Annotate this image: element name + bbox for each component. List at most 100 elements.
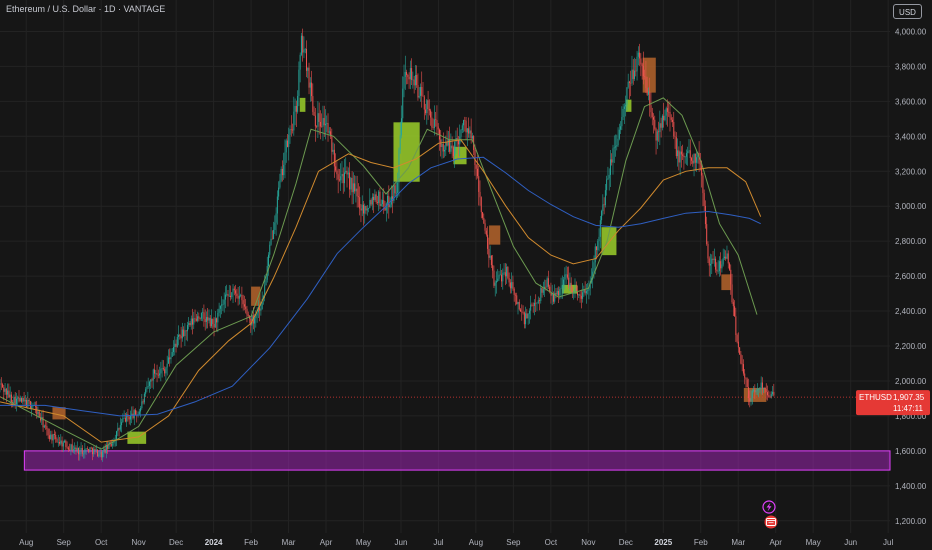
symbol-title: Ethereum / U.S. Dollar · 1D · VANTAGE [6, 4, 166, 14]
candle [635, 58, 637, 77]
candle [157, 369, 159, 379]
candle [212, 318, 214, 329]
candle-body [603, 204, 605, 206]
candle [642, 51, 644, 85]
candle [430, 108, 432, 126]
candle [532, 302, 534, 313]
x-axis[interactable]: Aug Sep Oct Nov Dec 2024 Feb Mar Apr May Jun Jul Aug… [19, 538, 893, 547]
candle-body [588, 288, 590, 291]
candle-body [335, 166, 337, 171]
candle-body [531, 304, 533, 306]
candle-body [55, 434, 57, 440]
candle [469, 126, 471, 139]
candle-body [513, 288, 515, 295]
candle-body [716, 269, 718, 272]
candle-body [364, 206, 366, 214]
candle-body [606, 179, 608, 191]
x-tick-label: Sep [57, 538, 72, 547]
candle-body [669, 111, 671, 118]
candle-body [727, 253, 729, 264]
candle-body [213, 323, 215, 328]
bearish-zone-box [251, 286, 261, 306]
candle-body [495, 281, 497, 283]
candle-body [482, 212, 484, 218]
candle-body [417, 85, 419, 98]
candle [730, 264, 732, 295]
candle-body [679, 151, 681, 163]
candle-body [539, 300, 541, 301]
candle [143, 392, 145, 405]
candle [566, 266, 568, 280]
candle [711, 254, 713, 275]
candle [407, 73, 409, 85]
candle [176, 334, 178, 348]
candle-body [488, 248, 490, 258]
candle [238, 285, 240, 305]
candle-body [739, 347, 741, 355]
calendar-event-icon[interactable] [764, 515, 778, 529]
candle [468, 117, 470, 138]
current-price-tag: ETHUSD 1,907.35 11:47:11 [856, 390, 930, 416]
candle-body [46, 426, 48, 430]
candle-body [630, 82, 632, 84]
candle-body [289, 129, 291, 135]
candle-body [497, 278, 499, 282]
candle-body [470, 130, 472, 139]
candle [60, 434, 62, 446]
candle [319, 110, 321, 140]
lightning-icon[interactable] [762, 500, 776, 514]
candle-body [687, 151, 689, 154]
support-zone [23, 450, 891, 471]
candle [692, 154, 694, 167]
candle [521, 304, 523, 321]
candle-body [349, 172, 351, 190]
candle-body [91, 448, 93, 455]
candle-body [76, 447, 78, 451]
candle [450, 133, 452, 154]
candle [678, 146, 680, 171]
candle-body [238, 295, 240, 299]
candle [267, 252, 269, 276]
candle [577, 285, 579, 301]
candle [305, 40, 307, 78]
candle-body [541, 288, 543, 293]
candle [50, 430, 52, 440]
candle-body [314, 115, 316, 127]
moving-average-line [0, 139, 762, 443]
candle [27, 391, 29, 409]
candle [482, 211, 484, 220]
candle [606, 175, 608, 196]
candle [281, 160, 283, 182]
candle [3, 384, 5, 401]
candle [644, 69, 646, 80]
candle-body [209, 317, 211, 327]
bullish-zone-box [299, 97, 306, 112]
candle-body [546, 278, 548, 288]
candle [235, 284, 237, 303]
candle [380, 199, 382, 207]
candle-body [216, 318, 218, 323]
candle [303, 36, 305, 59]
candle [195, 313, 197, 322]
candle-body [561, 285, 563, 289]
candle [413, 75, 415, 94]
y-axis[interactable]: 1,200.00 1,400.00 1,600.00 1,800.00 2,000.00… [895, 27, 927, 525]
candle-body [164, 369, 166, 374]
candle-body [468, 128, 470, 134]
candle-body [189, 322, 191, 326]
candle [22, 396, 24, 405]
candle-body [116, 431, 118, 440]
candle [65, 439, 67, 451]
candle-body [198, 316, 200, 319]
currency-button[interactable]: USD [893, 4, 922, 19]
candle-body [731, 284, 733, 303]
candle [209, 315, 211, 328]
candle-body [456, 137, 458, 141]
candle-body [646, 88, 648, 95]
candle-body [764, 387, 766, 390]
candle-body [170, 356, 172, 360]
candle [94, 446, 96, 455]
candle [585, 283, 587, 304]
candle-body [509, 282, 511, 289]
